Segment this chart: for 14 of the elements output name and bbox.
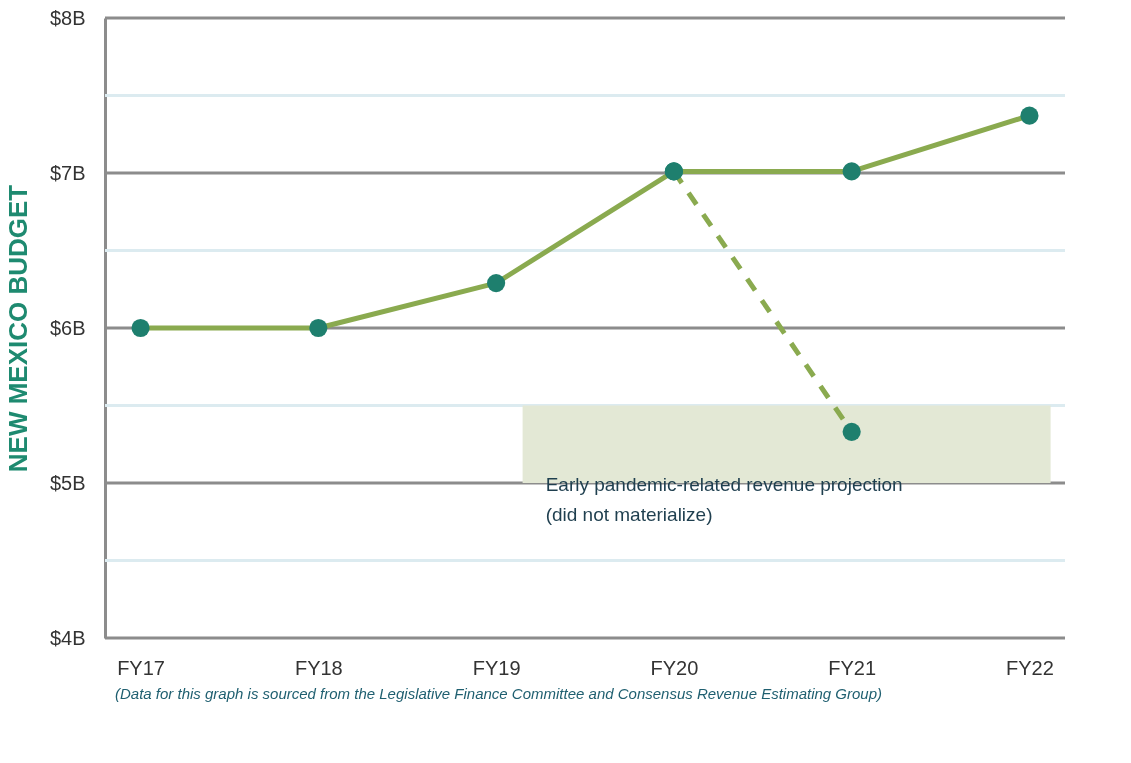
text: (Data for this graph is sourced from the Legislative Finance Committee and Consensus Revenue Estimating Group) <box>115 685 883 702</box>
x-tick-label: FY17 <box>117 656 165 679</box>
x-tick-label: FY19 <box>472 656 521 679</box>
y-axis-title: NEW MEXICO BUDGET <box>2 184 33 473</box>
y-tick-label: $7B <box>49 161 86 184</box>
x-tick-label: FY22 <box>1006 656 1054 679</box>
band-label: Early pandemic-related revenue projection (did not materialize) <box>545 473 903 525</box>
x-tick-label: FY21 <box>828 656 877 679</box>
y-tick-label: $5B <box>49 471 86 494</box>
x-tick-label: FY20 <box>650 656 699 679</box>
y-tick-label: $8B <box>49 6 86 29</box>
y-tick-label: $4B <box>49 626 86 649</box>
x-tick-label: FY18 <box>294 656 343 679</box>
y-tick-label: $6B <box>49 316 86 339</box>
